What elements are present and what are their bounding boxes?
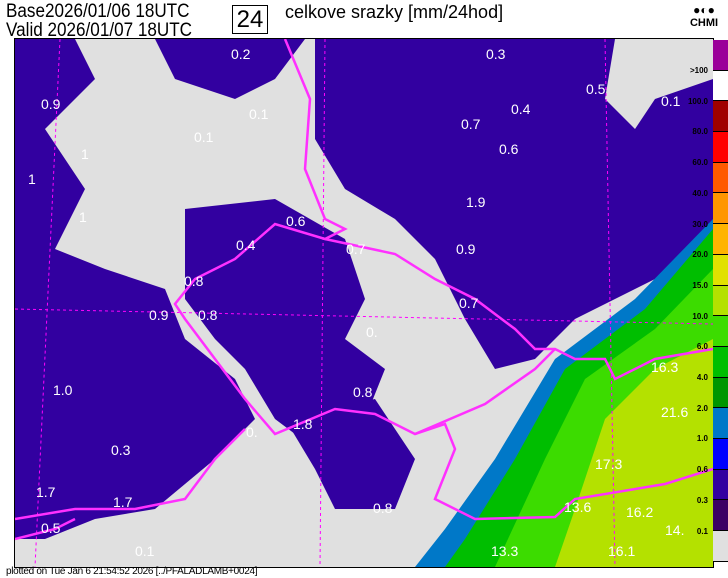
value-label: 0.3 bbox=[486, 46, 506, 62]
legend-label: 15.0 bbox=[692, 280, 708, 290]
value-label: 16.2 bbox=[626, 504, 654, 520]
value-label: 0.8 bbox=[373, 500, 393, 516]
value-label: 1.7 bbox=[113, 494, 133, 510]
legend-swatch bbox=[713, 285, 728, 317]
precipitation-map: 0.2 0.3 0.9 0.1 0.4 0.7 0.6 0.1 1 0.5 0.1 1 1.9 0.6 0.… bbox=[14, 38, 714, 568]
value-label: 1.9 bbox=[466, 194, 486, 210]
legend-swatch bbox=[713, 193, 728, 225]
value-label: 0.6 bbox=[499, 141, 519, 157]
plot-footer: plotted on Tue Jan 6 21:54:52 2026 [../P… bbox=[6, 566, 258, 577]
legend-label: 1.0 bbox=[696, 434, 708, 444]
legend-swatch bbox=[713, 531, 728, 562]
value-label: 0.6 bbox=[286, 213, 306, 229]
value-label: 1 bbox=[79, 209, 87, 225]
legend-label: 0.6 bbox=[696, 465, 708, 475]
base-time: Base2026/01/06 18UTC bbox=[6, 2, 189, 21]
map-graphic bbox=[15, 39, 713, 567]
valid-label: Valid bbox=[6, 20, 43, 41]
legend-label: 100.0 bbox=[687, 96, 708, 106]
value-label: 0.4 bbox=[511, 101, 531, 117]
value-label: 0.8 bbox=[184, 273, 204, 289]
valid-time-value: 2026/01/07 18UTC bbox=[47, 20, 193, 41]
precip-area-yellow-green bbox=[555, 339, 713, 567]
value-label: 0.4 bbox=[236, 237, 256, 253]
legend-swatch bbox=[713, 438, 728, 470]
map-title: celkove srazky [mm/24hod] bbox=[285, 2, 504, 22]
legend-swatch bbox=[713, 132, 728, 163]
value-label: 16.1 bbox=[608, 543, 636, 559]
value-label: 1.8 bbox=[293, 416, 313, 432]
legend-swatch bbox=[713, 500, 728, 531]
value-label: 0.8 bbox=[198, 307, 218, 323]
base-time-value: 2026/01/06 18UTC bbox=[44, 1, 190, 22]
legend-label: 6.0 bbox=[696, 342, 708, 352]
legend-swatch bbox=[713, 254, 728, 286]
grid-lines bbox=[15, 39, 713, 567]
accumulation-hours: 24 bbox=[232, 5, 268, 34]
value-label: 0.8 bbox=[353, 384, 373, 400]
value-label: 13.6 bbox=[564, 499, 592, 515]
legend-swatch bbox=[713, 70, 728, 102]
country-borders bbox=[15, 39, 713, 541]
base-label: Base bbox=[6, 1, 45, 22]
legend-swatch bbox=[713, 316, 728, 347]
legend-label: 2.0 bbox=[696, 403, 708, 413]
legend-label: >100 bbox=[689, 66, 708, 75]
value-label: 21.6 bbox=[661, 404, 689, 420]
value-label: 14. bbox=[665, 522, 685, 538]
legend-swatch bbox=[713, 346, 728, 378]
legend-label: 60.0 bbox=[692, 158, 708, 168]
legend-swatch bbox=[713, 40, 728, 71]
value-label: 0.1 bbox=[661, 93, 681, 109]
value-label: 0.1 bbox=[194, 129, 214, 145]
light-precip-areas bbox=[15, 39, 713, 539]
legend-label: 80.0 bbox=[692, 127, 708, 137]
legend-label: 10.0 bbox=[692, 311, 708, 321]
logo-text: CHMI bbox=[689, 17, 719, 29]
legend-label: 30.0 bbox=[692, 219, 708, 229]
value-label: 0.5 bbox=[586, 81, 606, 97]
valid-time: Valid 2026/01/07 18UTC bbox=[6, 21, 192, 40]
value-label: 1.7 bbox=[36, 484, 56, 500]
legend-label: 4.0 bbox=[696, 373, 708, 382]
value-label: 16.3 bbox=[651, 359, 679, 375]
legend-swatch bbox=[713, 377, 728, 409]
value-label: 17.3 bbox=[595, 456, 623, 472]
value-label: 13.3 bbox=[491, 543, 519, 559]
legend-label: 0.3 bbox=[696, 495, 708, 505]
logo-mark-icon: ●◐● bbox=[693, 3, 715, 17]
value-label: 0.1 bbox=[135, 543, 155, 559]
value-label: 0.2 bbox=[231, 46, 251, 62]
value-label: 0.9 bbox=[41, 96, 61, 112]
value-label: 0.7 bbox=[459, 295, 479, 311]
value-label: 0. bbox=[366, 324, 378, 340]
value-label: 0.1 bbox=[249, 106, 269, 122]
legend-swatch bbox=[713, 469, 728, 501]
value-label: 0.5 bbox=[41, 520, 61, 536]
value-label: 0.7 bbox=[346, 241, 366, 257]
value-label: 1 bbox=[28, 171, 36, 187]
value-label: 0.9 bbox=[149, 307, 169, 323]
legend-swatch bbox=[713, 408, 728, 439]
value-label: 1.0 bbox=[53, 382, 73, 398]
legend-label: 20.0 bbox=[692, 250, 708, 260]
value-label: 0.9 bbox=[456, 241, 476, 257]
chmi-logo: ●◐● CHMI bbox=[684, 3, 724, 29]
value-label: 0. bbox=[246, 424, 258, 440]
color-legend: >100 100.0 80.0 60.0 40.0 30.0 20.0 15.0 10.0 6.0… bbox=[688, 40, 728, 562]
legend-label: 0.1 bbox=[696, 526, 708, 536]
legend-swatch bbox=[713, 162, 728, 194]
legend-swatch bbox=[713, 101, 728, 133]
legend-swatch bbox=[713, 224, 728, 255]
value-label: 0.7 bbox=[461, 116, 481, 132]
value-label: 1 bbox=[81, 146, 89, 162]
legend-label: 40.0 bbox=[692, 188, 708, 198]
value-label: 0.3 bbox=[111, 442, 131, 458]
